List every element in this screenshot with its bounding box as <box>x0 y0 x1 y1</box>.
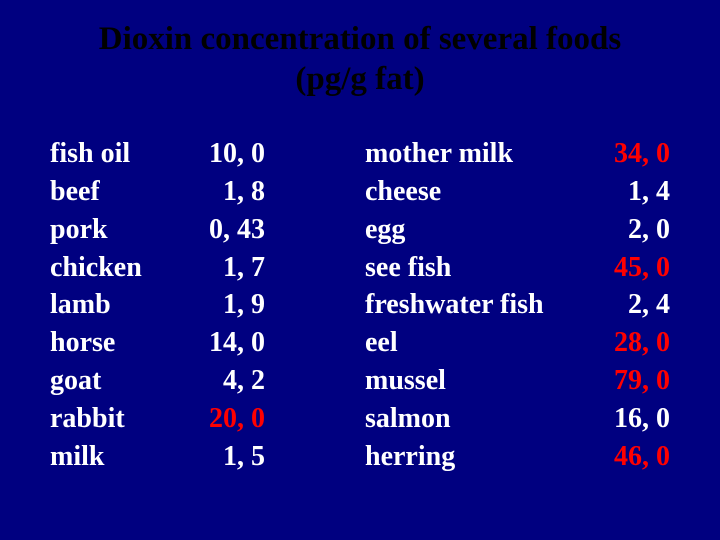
food-value: 46, 0 <box>575 438 670 476</box>
data-row: salmon16, 0 <box>365 400 670 438</box>
food-label: see fish <box>365 249 575 287</box>
data-row: chicken1, 7 <box>50 249 355 287</box>
food-label: lamb <box>50 286 170 324</box>
food-label: freshwater fish <box>365 286 575 324</box>
data-row: beef1, 8 <box>50 173 355 211</box>
food-value: 10, 0 <box>170 135 355 173</box>
food-label: fish oil <box>50 135 170 173</box>
food-value: 45, 0 <box>575 249 670 287</box>
data-row: cheese1, 4 <box>365 173 670 211</box>
data-row: pork0, 43 <box>50 211 355 249</box>
food-value: 16, 0 <box>575 400 670 438</box>
data-row: mother milk34, 0 <box>365 135 670 173</box>
data-row: eel28, 0 <box>365 324 670 362</box>
slide-title: Dioxin concentration of several foods (p… <box>50 20 670 99</box>
food-label: horse <box>50 324 170 362</box>
food-label: egg <box>365 211 575 249</box>
data-row: milk1, 5 <box>50 438 355 476</box>
title-line-1: Dioxin concentration of several foods <box>99 21 621 57</box>
food-label: beef <box>50 173 170 211</box>
food-label: pork <box>50 211 170 249</box>
food-label: milk <box>50 438 170 476</box>
food-label: eel <box>365 324 575 362</box>
food-value: 14, 0 <box>170 324 355 362</box>
food-value: 0, 43 <box>170 211 355 249</box>
data-row: horse14, 0 <box>50 324 355 362</box>
left-column: fish oil10, 0beef1, 8pork0, 43chicken1, … <box>50 135 355 475</box>
food-value: 1, 4 <box>575 173 670 211</box>
food-label: rabbit <box>50 400 170 438</box>
food-value: 20, 0 <box>170 400 355 438</box>
food-label: cheese <box>365 173 575 211</box>
food-label: mussel <box>365 362 575 400</box>
food-value: 4, 2 <box>170 362 355 400</box>
data-columns: fish oil10, 0beef1, 8pork0, 43chicken1, … <box>50 135 670 475</box>
data-row: see fish45, 0 <box>365 249 670 287</box>
food-value: 1, 5 <box>170 438 355 476</box>
data-row: herring46, 0 <box>365 438 670 476</box>
food-value: 34, 0 <box>575 135 670 173</box>
food-value: 1, 8 <box>170 173 355 211</box>
data-row: mussel79, 0 <box>365 362 670 400</box>
data-row: egg2, 0 <box>365 211 670 249</box>
data-row: rabbit20, 0 <box>50 400 355 438</box>
food-label: goat <box>50 362 170 400</box>
data-row: goat4, 2 <box>50 362 355 400</box>
right-column: mother milk34, 0cheese1, 4egg2, 0see fis… <box>365 135 670 475</box>
food-value: 2, 4 <box>575 286 670 324</box>
data-row: fish oil10, 0 <box>50 135 355 173</box>
food-value: 79, 0 <box>575 362 670 400</box>
data-row: lamb1, 9 <box>50 286 355 324</box>
food-label: chicken <box>50 249 170 287</box>
food-value: 1, 7 <box>170 249 355 287</box>
food-value: 28, 0 <box>575 324 670 362</box>
food-label: salmon <box>365 400 575 438</box>
title-line-2: (pg/g fat) <box>295 61 424 97</box>
food-value: 2, 0 <box>575 211 670 249</box>
data-row: freshwater fish2, 4 <box>365 286 670 324</box>
food-label: mother milk <box>365 135 575 173</box>
food-value: 1, 9 <box>170 286 355 324</box>
food-label: herring <box>365 438 575 476</box>
